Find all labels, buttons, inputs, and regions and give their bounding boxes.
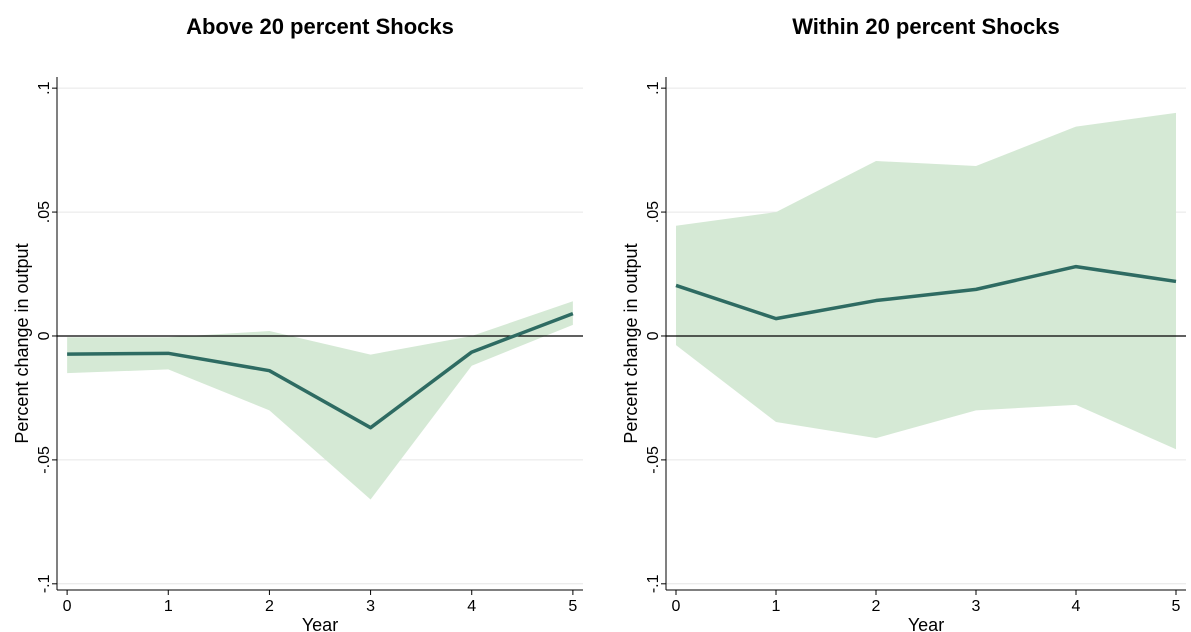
y-tick-label: .1: [36, 81, 53, 94]
x-tick-label: 0: [63, 598, 72, 615]
x-tick-label: 2: [872, 598, 881, 615]
x-tick-label: 1: [772, 598, 781, 615]
x-tick-label: 5: [568, 598, 577, 615]
chart-title: Within 20 percent Shocks: [792, 14, 1060, 39]
chart-title: Above 20 percent Shocks: [186, 14, 454, 39]
x-tick-label: 4: [467, 598, 476, 615]
x-axis-label: Year: [302, 615, 338, 632]
y-tick-label: -.1: [36, 574, 53, 593]
line: [675, 264, 1177, 321]
y-axis-label: Percent change in output: [621, 243, 641, 443]
confidence-band: [676, 112, 1176, 450]
y-tick-label: -.1: [645, 574, 662, 593]
x-tick-label: 2: [265, 598, 274, 615]
x-axis-label: Year: [908, 615, 944, 632]
y-axis-label: Percent change in output: [12, 243, 32, 443]
x-tick-label: 0: [672, 598, 681, 615]
y-tick-label: -.05: [36, 446, 53, 474]
x-tick-label: 1: [164, 598, 173, 615]
y-tick-label: .05: [645, 201, 662, 223]
line: [67, 312, 574, 430]
y-tick-label: -.05: [645, 446, 662, 474]
y-tick-label: .1: [645, 81, 662, 94]
x-tick-label: 4: [1072, 598, 1081, 615]
y-tick-label: .05: [36, 201, 53, 223]
y-tick-label: 0: [645, 331, 662, 340]
x-tick-label: 3: [366, 598, 375, 615]
x-tick-label: 5: [1172, 598, 1181, 615]
y-tick-label: 0: [36, 331, 53, 340]
x-tick-label: 3: [972, 598, 981, 615]
